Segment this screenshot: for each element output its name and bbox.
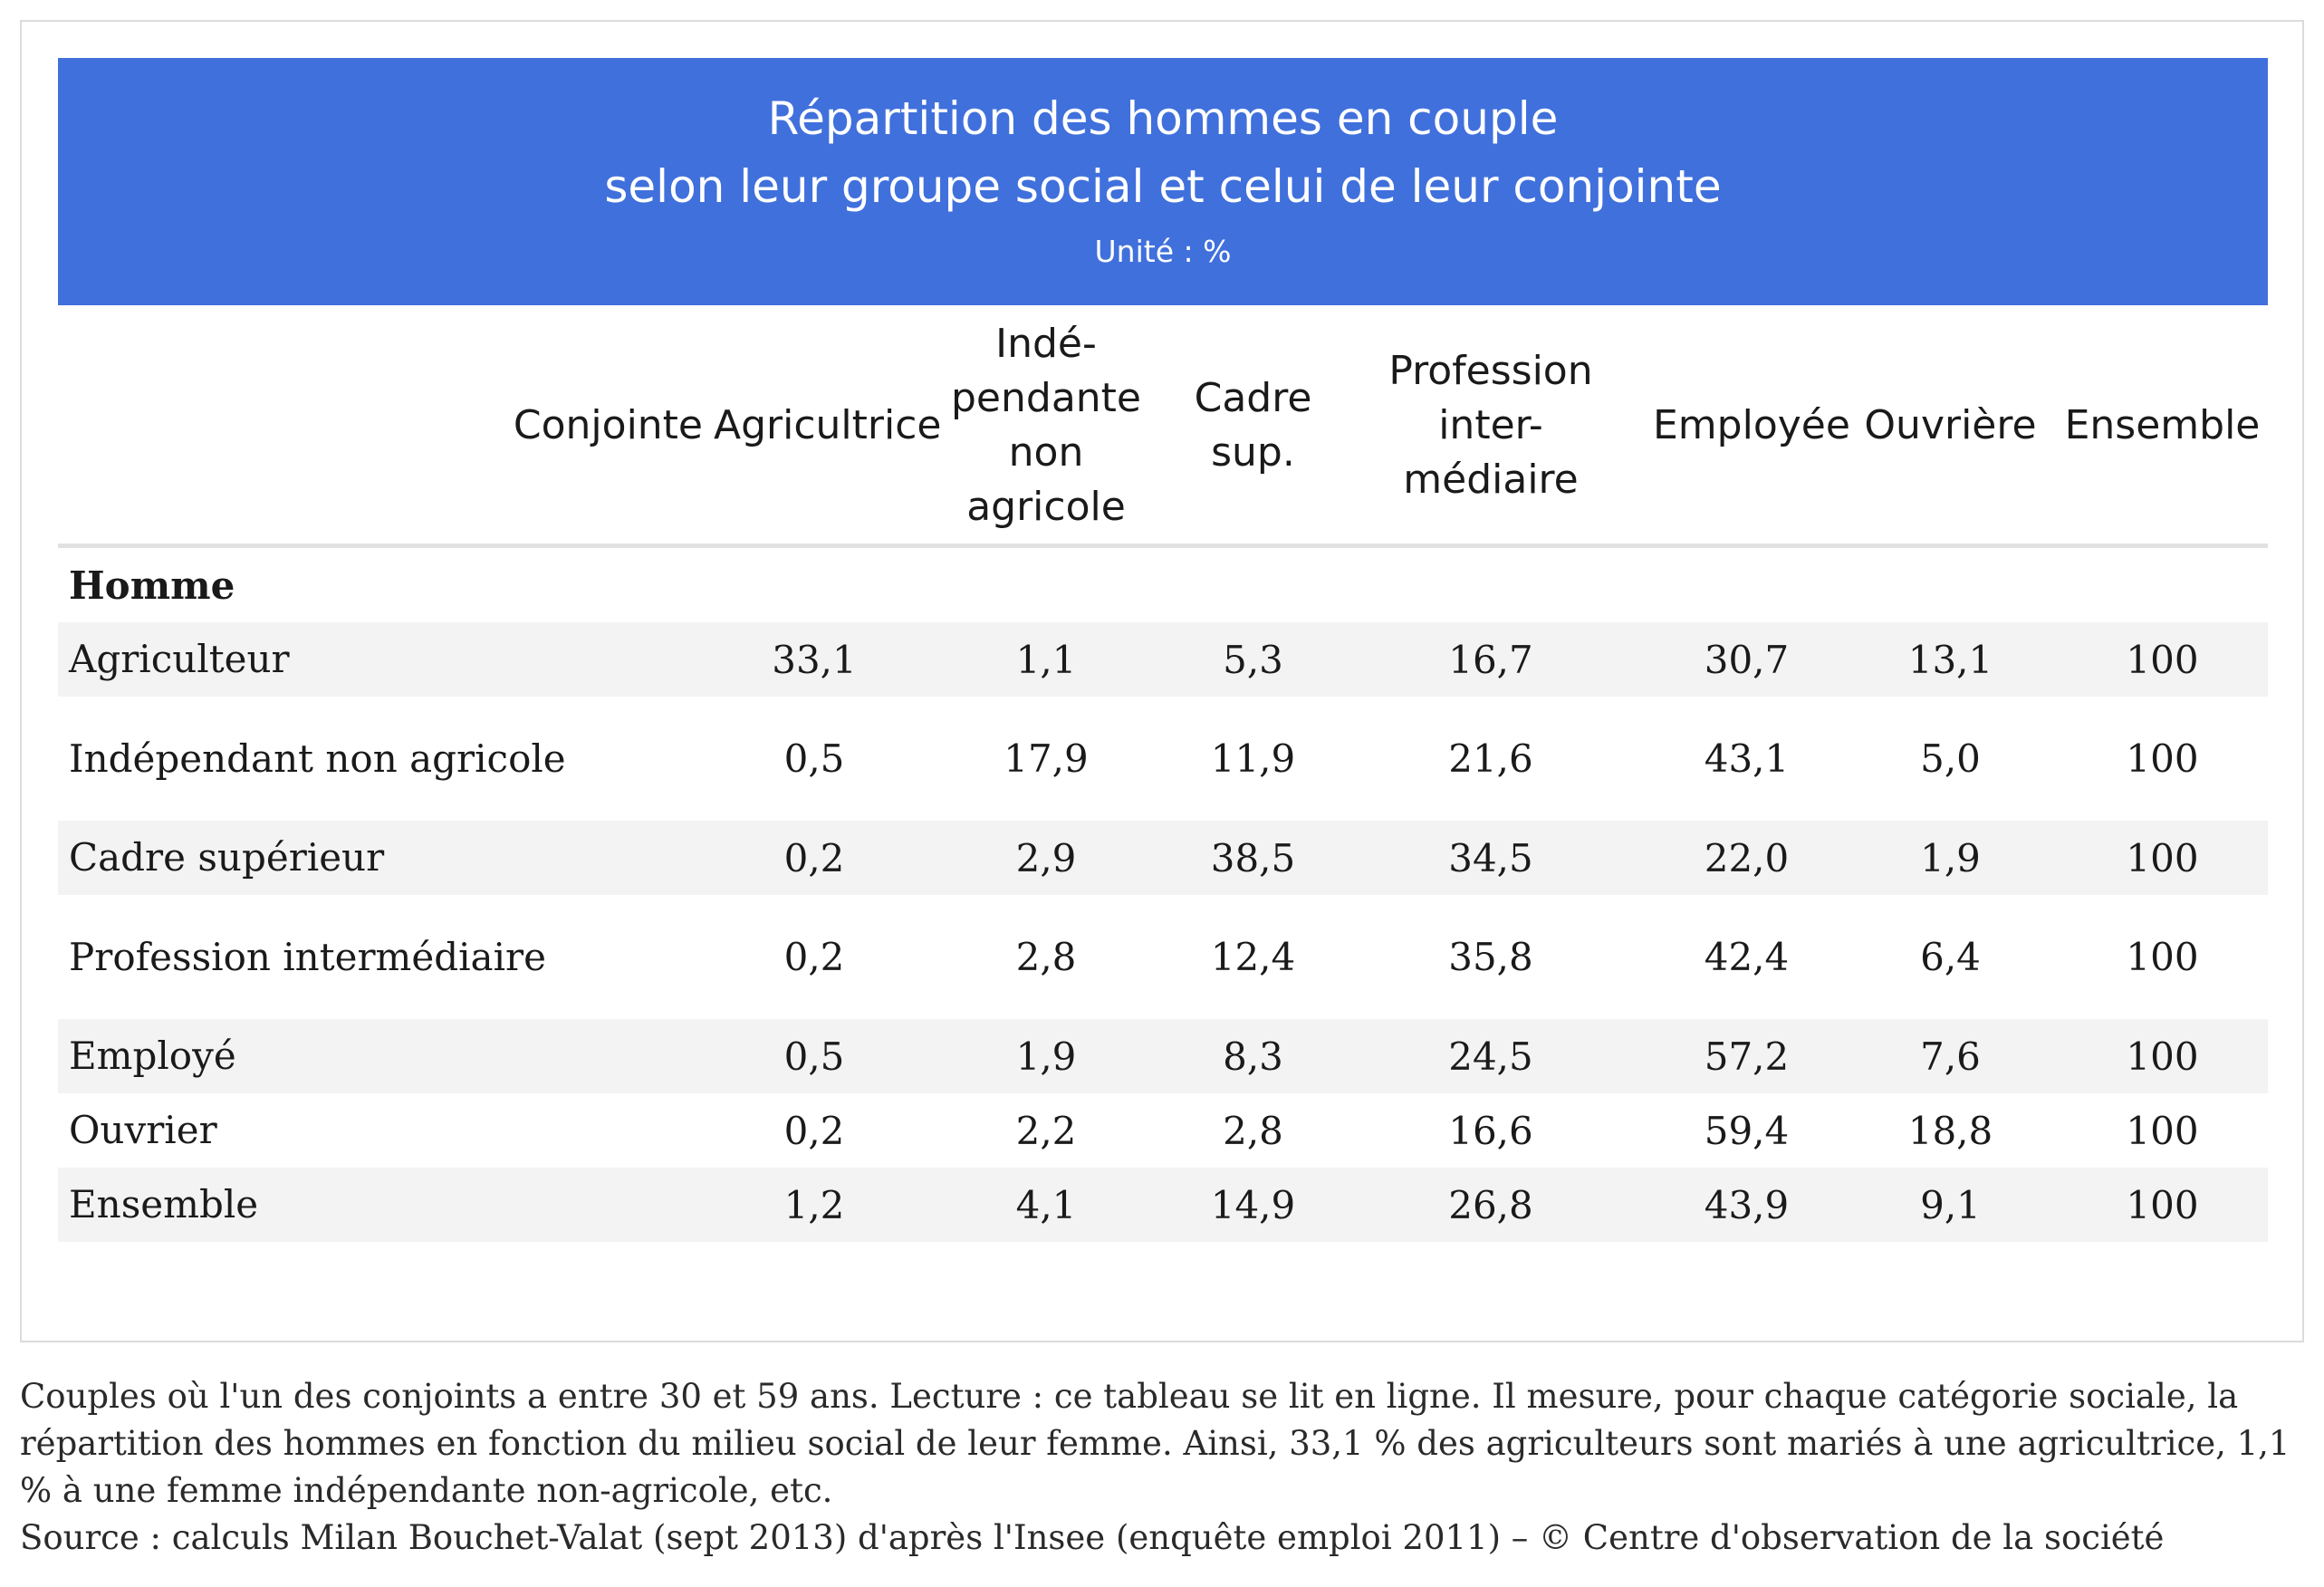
row-group-label: Homme — [69, 563, 235, 608]
table-cell: 100 — [2126, 1108, 2199, 1153]
table-cell: 13,1 — [1844, 622, 2057, 697]
table-cell: 100 — [2126, 935, 2199, 979]
table-cell: 4,1 — [918, 1168, 1174, 1242]
table-cell: 57,2 — [1649, 1019, 1844, 1093]
column-header: Employée — [1649, 307, 1850, 548]
table-cell: 30,7 — [1649, 622, 1844, 697]
table-cell: 2,2 — [1015, 1108, 1077, 1153]
table-cell: 1,9 — [1844, 821, 2057, 895]
table-title-line-1: Répartition des hommes en couple — [767, 92, 1559, 145]
table-header-banner: Répartition des hommes en couple selon l… — [58, 58, 2268, 305]
table-row: Profession intermédiaire 0,2 2,8 12,4 35… — [58, 895, 2268, 1019]
table-unit: Unité : % — [1094, 234, 1232, 269]
table-cell: 43,9 — [1649, 1168, 1844, 1242]
column-header: Cadre sup. — [1174, 307, 1332, 548]
table-row: Indépendant non agricole 0,5 17,9 11,9 2… — [58, 697, 2268, 821]
row-label: Cadre supérieur — [58, 821, 710, 895]
table-cell: 26,8 — [1332, 1168, 1649, 1242]
table-cell: 1,2 — [710, 1168, 918, 1242]
table-row: Cadre supérieur 0,2 2,9 38,5 34,5 22,0 1… — [58, 821, 2268, 895]
table-row: Agriculteur 33,1 1,1 5,3 16,7 30,7 13,1 … — [58, 622, 2268, 697]
table-cell: 100 — [2057, 821, 2268, 895]
table-cell: 0,2 — [710, 821, 918, 895]
table-cell: 17,9 — [1004, 736, 1089, 781]
table-cell: 100 — [2057, 1168, 2268, 1242]
table-cell: 22,0 — [1649, 821, 1844, 895]
table-cell: 35,8 — [1448, 935, 1533, 979]
column-header-conjointe: Conjointe — [58, 307, 710, 548]
table-cell: 2,8 — [1015, 935, 1077, 979]
column-header: Indé- pendante non agricole — [918, 307, 1174, 548]
table-cell: 100 — [2126, 736, 2199, 781]
table-cell: 43,1 — [1704, 736, 1790, 781]
row-label: Profession intermédiaire — [69, 934, 546, 979]
table-cell: 2,9 — [918, 821, 1174, 895]
table-cell: 59,4 — [1704, 1108, 1790, 1153]
table-cell: 100 — [2057, 622, 2268, 697]
table-cell: 5,3 — [1174, 622, 1332, 697]
table-card: Répartition des hommes en couple selon l… — [20, 20, 2304, 1342]
header-row: Conjointe Agricultrice Indé- pendante no… — [58, 307, 2268, 548]
column-header: Ensemble — [2057, 307, 2268, 548]
table-cell: 100 — [2057, 1019, 2268, 1093]
group-row: Homme — [58, 546, 2268, 623]
table-cell: 16,6 — [1448, 1108, 1533, 1153]
table-notes: Couples où l'un des conjoints a entre 30… — [20, 1373, 2311, 1562]
table-cell: 11,9 — [1210, 736, 1296, 781]
column-header: Agricultrice — [710, 307, 941, 548]
table-row-total: Ensemble 1,2 4,1 14,9 26,8 43,9 9,1 100 — [58, 1168, 2268, 1242]
table-row: Employé 0,5 1,9 8,3 24,5 57,2 7,6 100 — [58, 1019, 2268, 1093]
source-note: Source : calculs Milan Bouchet-Valat (se… — [20, 1518, 2165, 1557]
table-cell: 0,2 — [783, 1108, 845, 1153]
table-row: Ouvrier 0,2 2,2 2,8 16,6 59,4 18,8 100 — [58, 1093, 2268, 1168]
column-header: Profession inter- médiaire — [1332, 307, 1649, 548]
table-cell: 16,7 — [1332, 622, 1649, 697]
table-cell: 8,3 — [1174, 1019, 1332, 1093]
table-cell: 2,8 — [1223, 1108, 1283, 1153]
table-cell: 6,4 — [1920, 935, 1981, 979]
table-cell: 5,0 — [1920, 736, 1981, 781]
table-cell: 0,2 — [783, 935, 845, 979]
data-table: Conjointe Agricultrice Indé- pendante no… — [58, 307, 2268, 1242]
table-cell: 21,6 — [1448, 736, 1533, 781]
column-header: Ouvrière — [1844, 307, 2057, 548]
table-cell: 24,5 — [1332, 1019, 1649, 1093]
table-cell: 1,9 — [918, 1019, 1174, 1093]
table-cell: 12,4 — [1210, 935, 1296, 979]
reading-note: Couples où l'un des conjoints a entre 30… — [20, 1377, 2290, 1510]
table-cell: 0,5 — [710, 1019, 918, 1093]
row-label: Agriculteur — [58, 622, 710, 697]
row-label: Indépendant non agricole — [69, 736, 566, 781]
table-cell: 38,5 — [1174, 821, 1332, 895]
table-cell: 33,1 — [710, 622, 918, 697]
table-cell: 9,1 — [1844, 1168, 2057, 1242]
table-cell: 1,1 — [918, 622, 1174, 697]
table-cell: 0,5 — [783, 736, 845, 781]
table-cell: 14,9 — [1174, 1168, 1332, 1242]
table-cell: 42,4 — [1704, 935, 1790, 979]
table-cell: 18,8 — [1907, 1108, 1993, 1153]
table-cell: 34,5 — [1332, 821, 1649, 895]
row-label: Ouvrier — [69, 1108, 217, 1152]
row-label: Employé — [58, 1019, 710, 1093]
table-title-line-2: selon leur groupe social et celui de leu… — [604, 160, 1722, 213]
row-label: Ensemble — [58, 1168, 710, 1242]
table-cell: 7,6 — [1844, 1019, 2057, 1093]
